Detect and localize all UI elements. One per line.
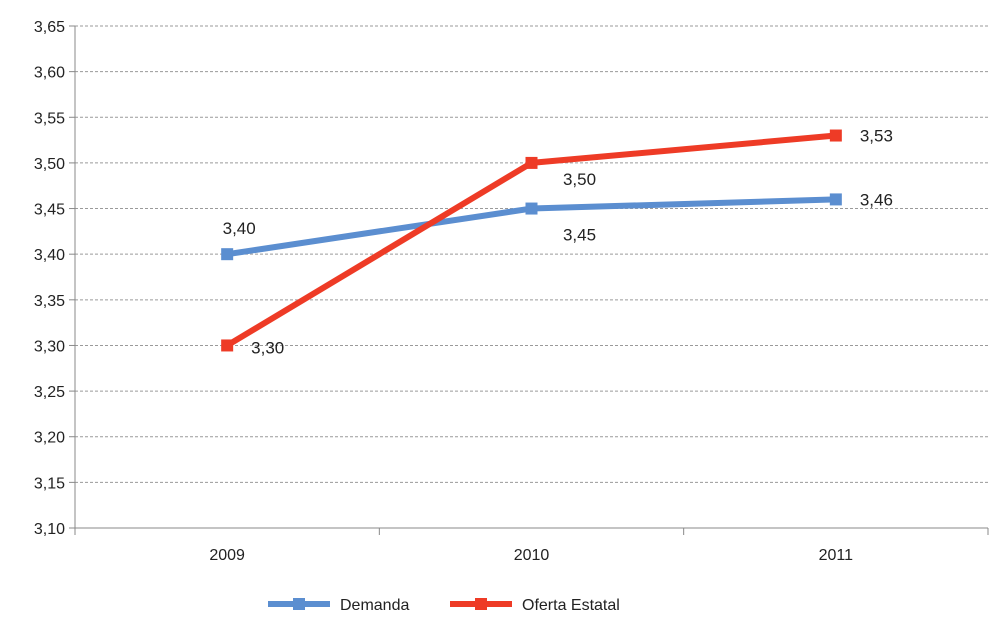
- y-tick-label: 3,20: [34, 430, 65, 447]
- legend-item: Demanda: [268, 597, 409, 614]
- y-tick-label: 3,45: [34, 202, 65, 219]
- data-labels: 3,40 3,45 3,46 3,30 3,50 3,53: [223, 127, 893, 358]
- series-point: [525, 202, 538, 215]
- series-point: [221, 248, 234, 261]
- legend-label: Oferta Estatal: [522, 597, 620, 614]
- legend: Demanda Oferta Estatal: [268, 597, 620, 614]
- legend-label: Demanda: [340, 597, 409, 614]
- y-tick-label: 3,10: [34, 521, 65, 538]
- x-tick-label: 2010: [514, 547, 550, 564]
- y-tick-label: 3,35: [34, 293, 65, 310]
- series-point: [525, 156, 538, 169]
- x-tick-labels: 2009 2010 2011: [209, 547, 853, 564]
- y-tick-label: 3,50: [34, 156, 65, 173]
- y-tick-label: 3,60: [34, 65, 65, 82]
- legend-marker: [475, 598, 487, 610]
- legend-item: Oferta Estatal: [450, 597, 620, 614]
- y-tick-label: 3,15: [34, 475, 65, 492]
- y-tick-label: 3,30: [34, 338, 65, 355]
- data-label: 3,50: [563, 170, 596, 189]
- x-tick-label: 2011: [819, 547, 854, 564]
- axes: [69, 25, 989, 535]
- series-point: [221, 339, 234, 352]
- series-point: [829, 193, 842, 206]
- legend-marker: [293, 598, 305, 610]
- data-label: 3,46: [860, 190, 893, 209]
- series-lines: [221, 129, 842, 352]
- series-point: [829, 129, 842, 142]
- gridlines: [75, 25, 988, 483]
- data-label: 3,45: [563, 226, 596, 245]
- y-tick-label: 3,55: [34, 110, 65, 127]
- y-tick-labels: 3,10 3,15 3,20 3,25 3,30 3,35 3,40 3,45 3,50 3,55…: [34, 19, 65, 538]
- x-tick-label: 2009: [209, 547, 245, 564]
- y-tick-label: 3,40: [34, 247, 65, 264]
- y-tick-label: 3,25: [34, 384, 65, 401]
- y-tick-label: 3,65: [34, 19, 65, 36]
- data-label: 3,40: [223, 219, 256, 238]
- data-label: 3,30: [251, 338, 284, 357]
- data-label: 3,53: [860, 127, 893, 146]
